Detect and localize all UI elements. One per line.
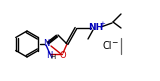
Text: +: + <box>99 21 105 27</box>
Text: Cl: Cl <box>102 41 112 51</box>
Text: N: N <box>46 50 52 60</box>
Text: H: H <box>50 54 56 60</box>
Text: O: O <box>60 50 66 60</box>
Text: NH: NH <box>88 23 104 32</box>
Text: −: − <box>111 38 117 47</box>
Text: N: N <box>43 40 49 49</box>
